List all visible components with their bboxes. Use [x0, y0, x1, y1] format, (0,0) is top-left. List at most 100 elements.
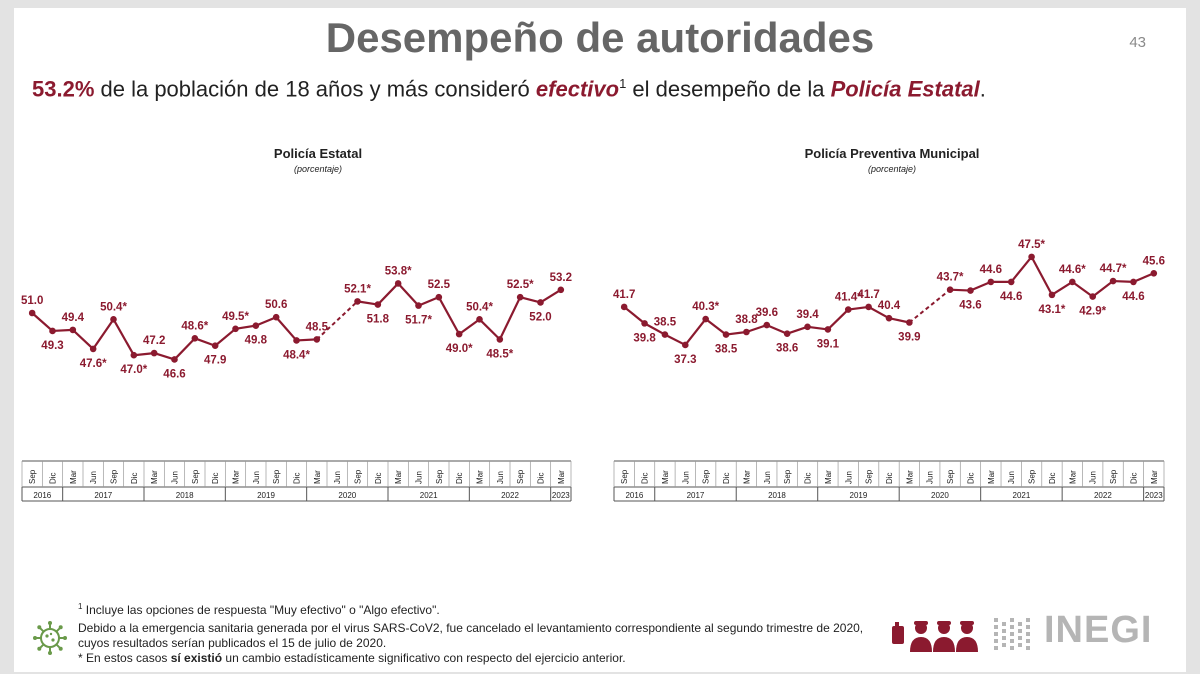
- data-point: [557, 286, 565, 294]
- x-tick-label: Mar: [69, 470, 78, 484]
- x-tick-label: Jun: [252, 471, 261, 484]
- series-segment: [173, 337, 196, 361]
- data-label: 47.0*: [120, 364, 147, 376]
- year-label: 2021: [1013, 491, 1031, 500]
- data-label: 39.4: [796, 309, 819, 321]
- series-segment: [1092, 280, 1114, 298]
- data-label: 52.1*: [344, 283, 371, 295]
- series-segment: [458, 318, 481, 336]
- data-label: 44.6*: [1059, 264, 1086, 276]
- people-icon: [892, 621, 978, 652]
- data-point: [641, 320, 648, 327]
- series-segment: [746, 324, 768, 334]
- year-label: 2017: [687, 491, 705, 500]
- x-tick-label: Mar: [557, 470, 566, 484]
- series-gap-dashed: [316, 300, 359, 341]
- data-point: [313, 336, 321, 343]
- x-tick-label: Mar: [742, 470, 751, 484]
- data-point: [69, 326, 77, 334]
- x-tick-label: Dic: [293, 472, 302, 484]
- data-point: [620, 303, 628, 311]
- data-label: 51.7*: [405, 315, 432, 327]
- x-tick-label: Sep: [516, 469, 525, 484]
- headline-sup: 1: [619, 76, 627, 91]
- data-label: 41.7: [857, 289, 879, 301]
- footnote-2-line-1: Debido a la emergencia sanitaria generad…: [78, 621, 864, 635]
- x-tick-label: Sep: [783, 469, 792, 484]
- data-label: 37.3: [674, 354, 696, 366]
- x-tick-label: Dic: [211, 472, 220, 484]
- data-point: [681, 341, 689, 349]
- data-label: 39.6: [756, 307, 778, 319]
- data-label: 42.9*: [1079, 306, 1106, 318]
- x-tick-label: Jun: [1089, 471, 1098, 484]
- footnote-2-line-2: cuyos resultados serían publicados el 15…: [78, 636, 387, 650]
- data-point: [1028, 253, 1035, 261]
- data-label: 44.7*: [1100, 263, 1127, 275]
- data-label: 48.5: [306, 321, 329, 333]
- headline: 53.2% de la población de 18 años y más c…: [32, 76, 986, 102]
- x-tick-label: Jun: [89, 471, 98, 484]
- series-segment: [1051, 280, 1073, 296]
- series-segment: [478, 318, 501, 341]
- data-point: [394, 280, 402, 287]
- series-segment: [1010, 256, 1033, 283]
- data-label: 38.5: [654, 317, 677, 329]
- data-label: 50.4*: [100, 301, 127, 313]
- series-segment: [704, 318, 727, 336]
- data-point: [1150, 269, 1158, 277]
- year-label: 2016: [625, 491, 643, 500]
- data-label: 49.3: [41, 340, 63, 352]
- year-label: 2016: [33, 491, 51, 500]
- year-label: 2022: [501, 491, 519, 500]
- inegi-logo-text: INEGI: [1044, 609, 1153, 651]
- series-segment: [498, 296, 522, 340]
- series-segment: [112, 318, 135, 356]
- x-tick-label: Jun: [171, 471, 180, 484]
- chart-title: Policía Preventiva Municipal: [805, 146, 980, 161]
- data-point: [906, 319, 913, 326]
- x-tick-label: Sep: [702, 469, 711, 484]
- footnote-3-b: sí existió: [170, 651, 223, 665]
- x-tick-label: Sep: [865, 469, 874, 484]
- series-segment: [214, 327, 237, 347]
- data-label: 39.8: [633, 332, 656, 344]
- x-tick-label: Sep: [191, 469, 200, 484]
- series-segment: [970, 280, 992, 292]
- x-tick-label: Sep: [620, 469, 629, 484]
- x-tick-label: Mar: [476, 470, 485, 484]
- data-label: 44.6: [980, 264, 1002, 276]
- data-point: [130, 351, 138, 359]
- data-point: [293, 337, 300, 344]
- data-label: 47.5*: [1018, 239, 1045, 251]
- series-gap-dashed: [908, 288, 951, 324]
- year-label: 2023: [552, 491, 570, 500]
- x-tick-label: Sep: [435, 469, 444, 484]
- data-point: [967, 287, 974, 294]
- data-point: [496, 336, 504, 343]
- data-point: [844, 306, 852, 313]
- data-label: 48.4*: [283, 349, 310, 361]
- x-tick-label: Mar: [661, 470, 670, 484]
- data-point: [1069, 278, 1076, 286]
- series-segment: [255, 316, 277, 327]
- data-label: 44.6: [1122, 291, 1144, 303]
- data-point: [476, 316, 483, 323]
- data-label: 51.8: [367, 314, 390, 326]
- series-segment: [888, 317, 910, 324]
- data-label: 39.9: [898, 332, 920, 344]
- series-segment: [1030, 256, 1053, 296]
- x-tick-label: Dic: [885, 472, 894, 484]
- data-point: [722, 331, 730, 338]
- series-segment: [92, 318, 115, 350]
- series-segment: [31, 312, 54, 332]
- data-label: 52.0: [529, 311, 551, 323]
- data-label: 43.6: [959, 300, 981, 312]
- data-label: 53.2: [550, 272, 572, 284]
- series-segment: [519, 296, 541, 304]
- series-segment: [397, 282, 420, 307]
- series-segment: [153, 352, 175, 361]
- chart-subtitle: (porcentaje): [868, 164, 916, 174]
- year-label: 2022: [1094, 491, 1112, 500]
- data-point: [946, 286, 954, 293]
